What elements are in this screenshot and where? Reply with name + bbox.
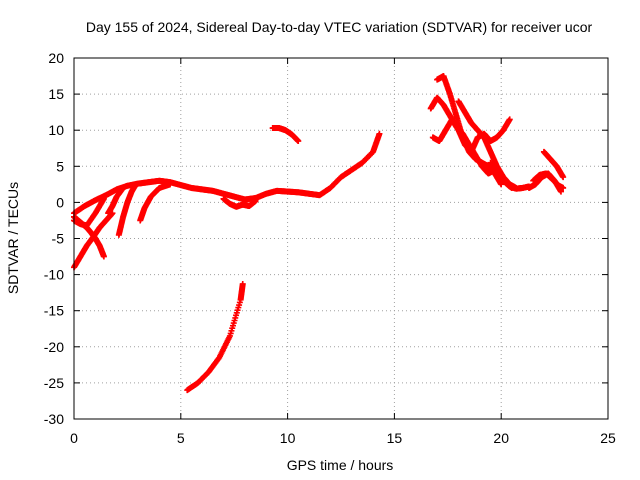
- x-axis-ticks: 0 5 10 15 20 25: [70, 58, 616, 446]
- x-tick-label: 25: [600, 430, 616, 446]
- data-point: [252, 197, 259, 204]
- y-tick-label: -5: [52, 231, 65, 247]
- series-arc-cross: [71, 195, 107, 229]
- data-point: [376, 130, 383, 137]
- data-points: [71, 73, 567, 394]
- y-tick-label: 15: [48, 86, 64, 102]
- plot-border: [73, 57, 609, 420]
- data-point: [560, 184, 567, 191]
- y-tick-label: -10: [44, 267, 64, 283]
- data-point: [560, 174, 567, 181]
- data-point: [132, 181, 139, 188]
- series-arc-dip: [220, 195, 259, 210]
- data-point: [295, 138, 302, 145]
- data-point: [239, 280, 246, 287]
- data-point: [167, 181, 174, 188]
- series-arc-riser-c: [105, 184, 127, 217]
- chart-title: Day 155 of 2024, Sidereal Day-to-day VTE…: [86, 19, 593, 35]
- series-arc-late-e: [487, 159, 532, 192]
- series-arc-late-g: [530, 170, 567, 191]
- x-tick-label: 10: [280, 430, 296, 446]
- x-tick-label: 15: [387, 430, 403, 446]
- grid-lines: [74, 58, 608, 419]
- data-point: [506, 116, 513, 123]
- data-point: [100, 253, 107, 260]
- series-arc-upper: [269, 125, 302, 145]
- y-axis-ticks: -30 -25 -20 -15 -10 -5 0 5 10 15 20: [44, 50, 608, 427]
- y-tick-label: -15: [44, 303, 64, 319]
- y-tick-label: -25: [44, 375, 64, 391]
- x-tick-label: 20: [493, 430, 509, 446]
- series-arc-deep: [184, 280, 246, 394]
- series-arc-riser-a: [115, 181, 139, 238]
- x-axis-title: GPS time / hours: [287, 457, 394, 473]
- x-tick-label: 5: [177, 430, 185, 446]
- y-axis-title: SDTVAR / TECUs: [5, 182, 21, 294]
- series-arc-riser-b: [137, 181, 174, 224]
- x-tick-label: 0: [70, 430, 78, 446]
- data-point: [498, 181, 505, 188]
- y-tick-label: 5: [56, 158, 64, 174]
- data-point: [120, 184, 127, 191]
- y-tick-label: 0: [56, 194, 64, 210]
- series-arc-early-rise: [71, 210, 116, 271]
- y-tick-label: 10: [48, 122, 64, 138]
- data-point: [100, 195, 107, 202]
- y-tick-label: 20: [48, 50, 64, 66]
- y-tick-label: -20: [44, 339, 64, 355]
- y-tick-label: -30: [44, 411, 64, 427]
- series-arc-late-h: [540, 148, 567, 181]
